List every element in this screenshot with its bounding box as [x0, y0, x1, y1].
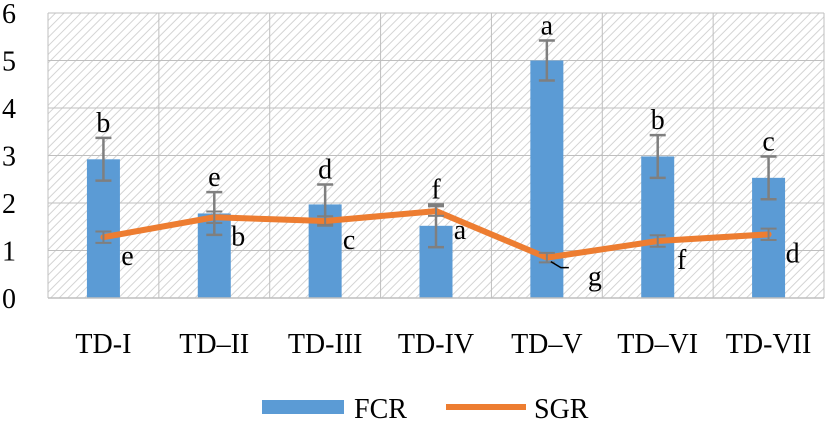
x-tick-label: TD-IV	[398, 329, 474, 360]
sgr-letter: g	[588, 262, 602, 293]
x-tick-label: TD-I	[75, 329, 131, 360]
gridlines	[47, 12, 825, 298]
y-tick-label: 0	[2, 284, 16, 315]
legend-fcr-label: FCR	[354, 394, 407, 423]
x-axis: TD-I TD–II TD-III TD-IV TD–V TD–VI TD-VII	[48, 297, 824, 360]
x-tick-label: TD–VI	[617, 329, 698, 360]
x-tick-label: TD-VII	[726, 329, 812, 360]
x-tick-label: TD–V	[511, 329, 583, 360]
fcr-letter: b	[96, 108, 110, 139]
sgr-letter: f	[677, 245, 687, 276]
legend-fcr-swatch	[262, 400, 344, 414]
y-tick-label: 4	[2, 94, 16, 125]
sgr-line: e b c a g f d	[95, 205, 800, 293]
fcr-letter: d	[318, 154, 332, 185]
fcr-bar	[86, 159, 120, 298]
legend: FCR SGR	[262, 394, 589, 423]
sgr-letter: e	[121, 241, 133, 272]
sgr-leader-line	[550, 260, 569, 269]
y-tick-label: 3	[2, 142, 16, 173]
fcr-letter: f	[431, 174, 441, 205]
sgr-letter: c	[343, 225, 355, 256]
fcr-letter: a	[541, 11, 554, 42]
y-tick-label: 1	[2, 237, 16, 268]
fcr-bar	[641, 156, 675, 298]
y-tick-label: 6	[2, 0, 16, 30]
legend-sgr-label: SGR	[534, 394, 589, 423]
sgr-letter: d	[786, 238, 800, 269]
fcr-letter: e	[208, 162, 220, 193]
y-axis: 0 1 2 3 4 5 6	[2, 0, 16, 315]
x-tick-label: TD–II	[179, 329, 249, 360]
fcr-letter: b	[651, 105, 665, 136]
fcr-letter: c	[762, 126, 774, 157]
y-tick-label: 2	[2, 189, 16, 220]
y-tick-label: 5	[2, 47, 16, 78]
x-tick-label: TD-III	[288, 329, 363, 360]
sgr-letter: a	[454, 215, 467, 246]
sgr-letter: b	[231, 221, 245, 252]
